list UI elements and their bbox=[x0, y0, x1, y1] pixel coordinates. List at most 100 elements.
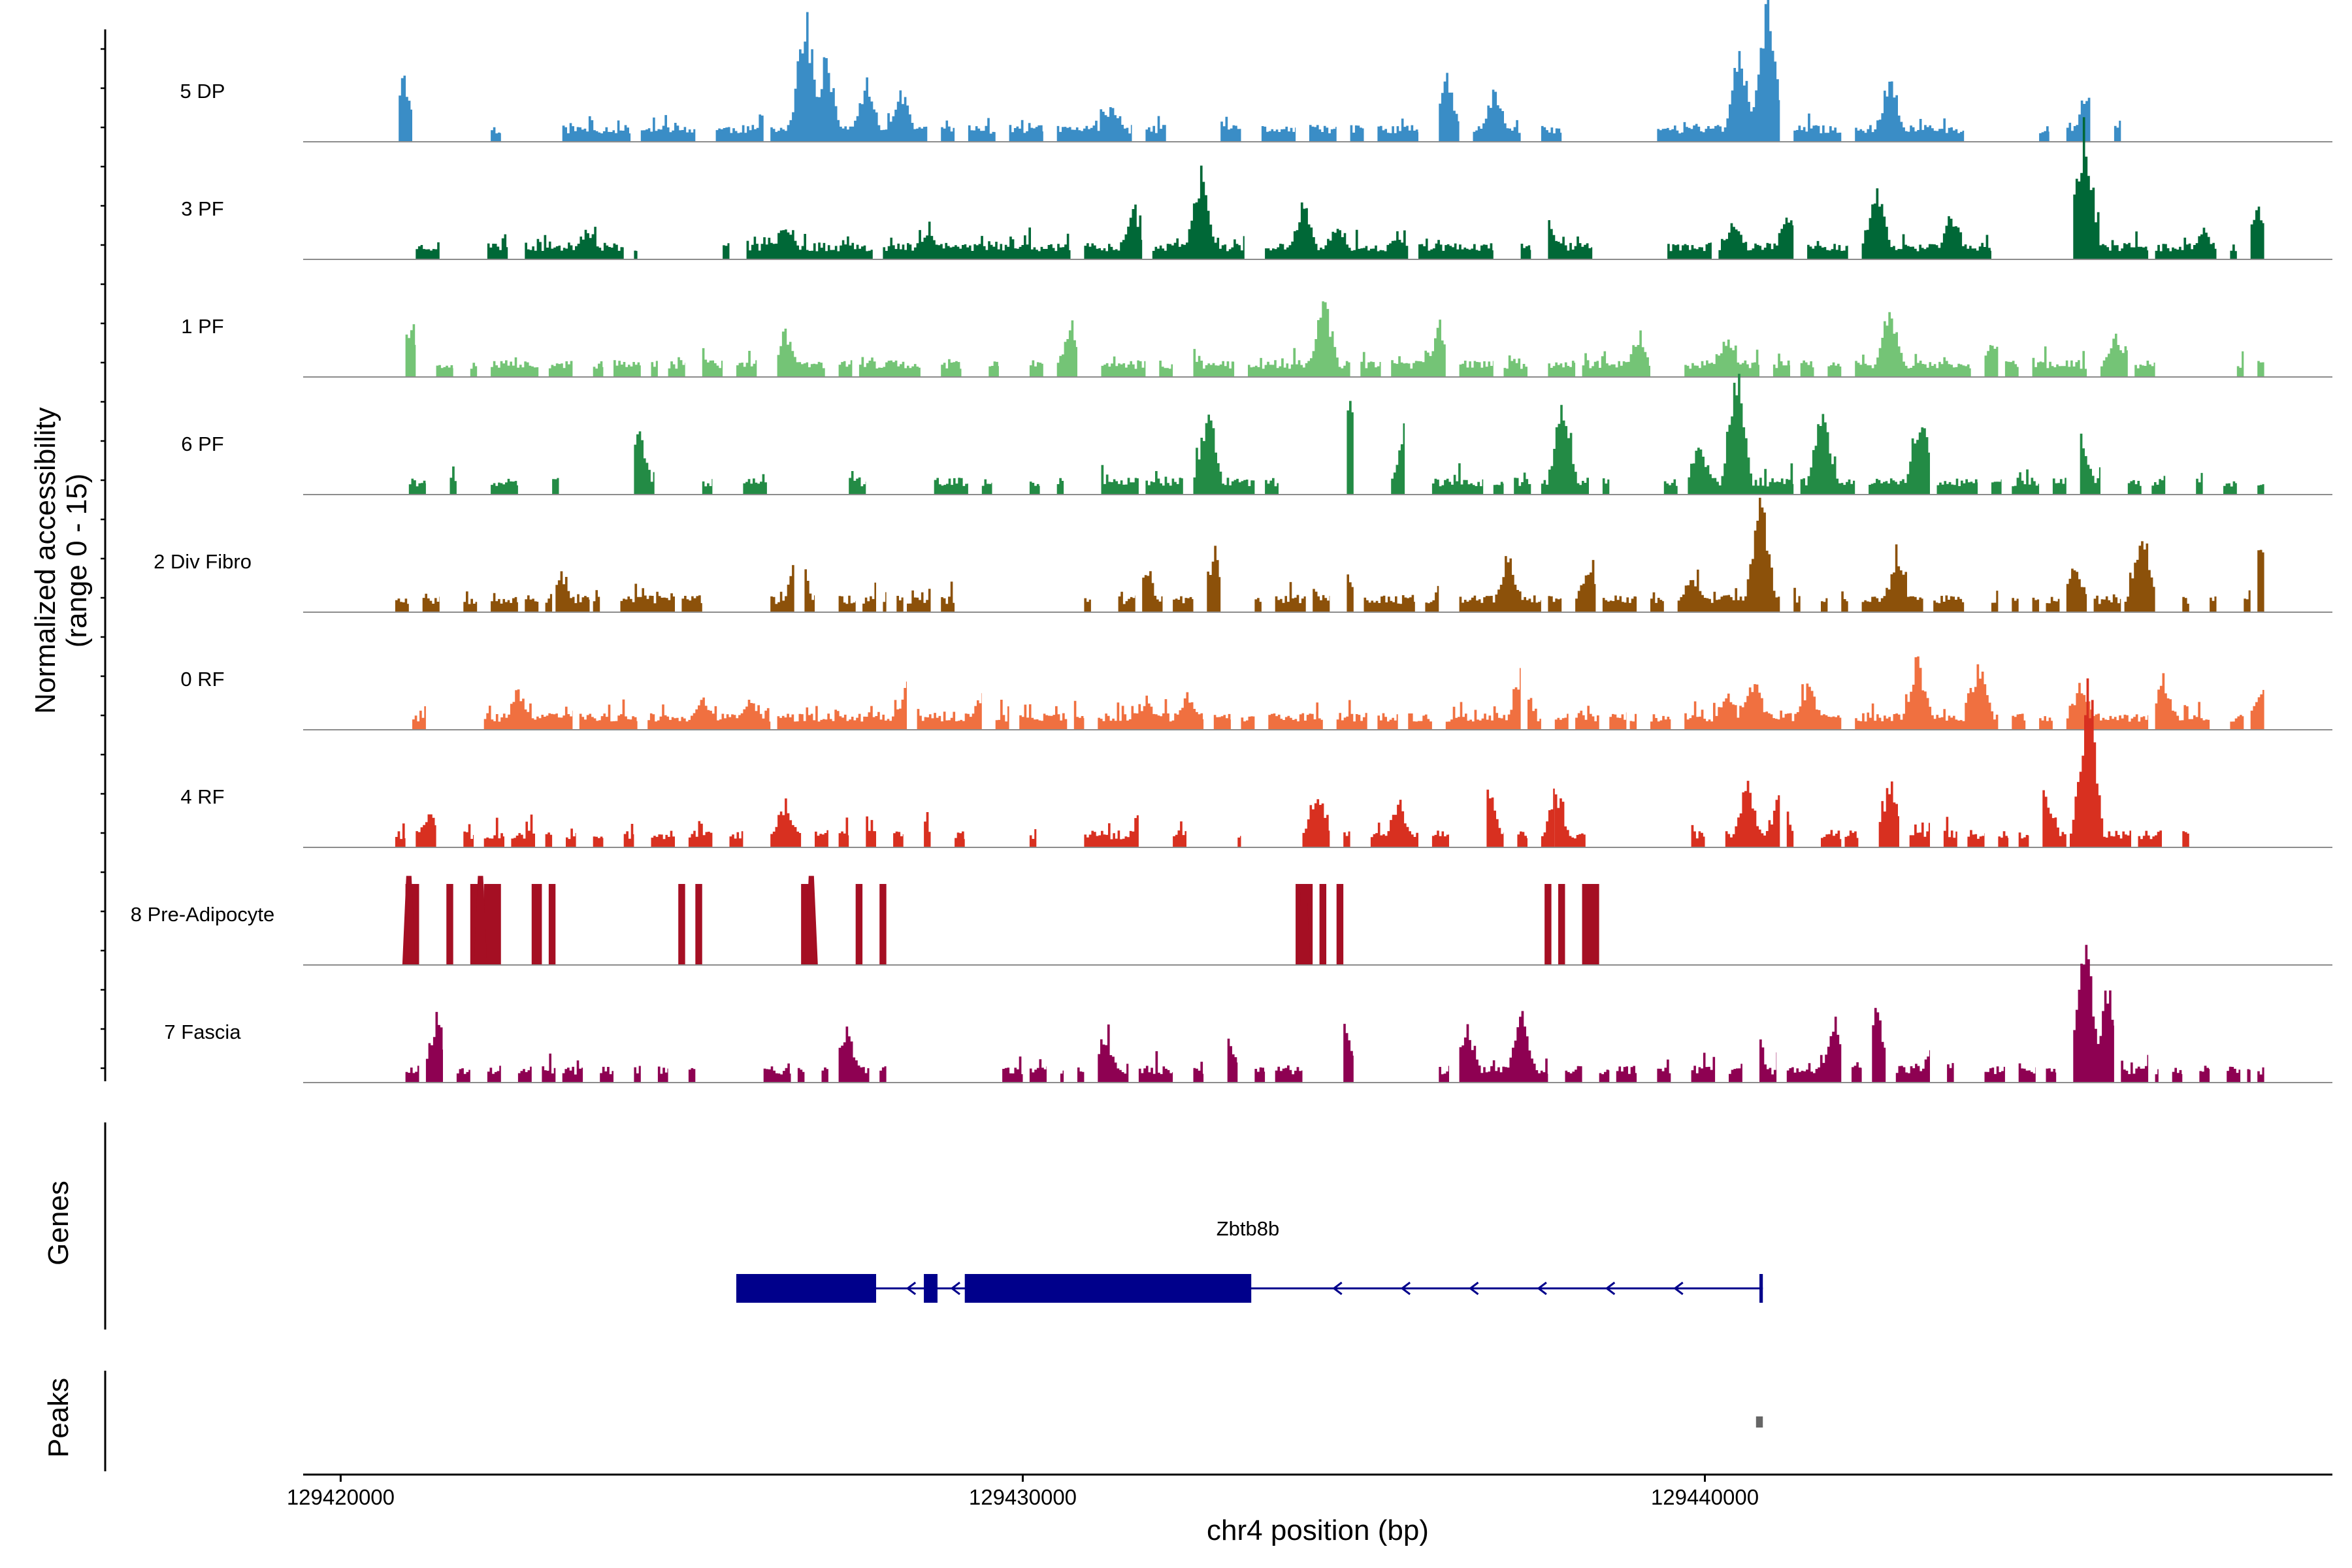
coverage-region bbox=[1575, 706, 1599, 730]
coverage-region bbox=[1684, 339, 1759, 377]
coverage-block bbox=[1319, 884, 1327, 965]
coverage-region bbox=[1718, 218, 1794, 259]
coverage-region bbox=[2127, 480, 2142, 495]
coverage-region bbox=[416, 814, 436, 847]
gene-exon bbox=[964, 1274, 1252, 1303]
coverage-region bbox=[1527, 698, 1541, 730]
coverage-region bbox=[634, 431, 655, 495]
coverage-region bbox=[1657, 1059, 1671, 1083]
coverage-region bbox=[1275, 581, 1306, 612]
track-1-pf: 1 PF bbox=[181, 301, 2332, 378]
coverage-region bbox=[1677, 497, 1780, 612]
coverage-region bbox=[1439, 1066, 1449, 1083]
coverage-region bbox=[838, 1026, 870, 1083]
coverage-region bbox=[1650, 714, 1671, 730]
coverage-region bbox=[838, 595, 856, 612]
coverage-region bbox=[1056, 320, 1077, 377]
coverage-region bbox=[2039, 126, 2050, 142]
coverage-region bbox=[405, 324, 416, 377]
coverage-region bbox=[1855, 81, 1965, 142]
coverage-region bbox=[1220, 116, 1241, 142]
coverage-region bbox=[1391, 319, 1446, 377]
coverage-region bbox=[1514, 472, 1531, 495]
coverage-region bbox=[593, 590, 600, 612]
coverage-region bbox=[1517, 831, 1527, 847]
coverage-region bbox=[2042, 790, 2066, 847]
x-axis-label: chr4 position (bp) bbox=[1207, 1514, 1429, 1546]
coverage-region bbox=[2004, 361, 2019, 377]
coverage-region bbox=[1616, 1066, 1637, 1083]
x-axis: 129420000 129430000 129440000 bbox=[287, 1473, 2332, 1509]
coverage-region bbox=[941, 581, 955, 612]
coverage-region bbox=[634, 1066, 641, 1083]
coverage-region bbox=[647, 697, 771, 730]
coverage-region bbox=[1991, 479, 2002, 495]
coverage-region bbox=[702, 348, 723, 377]
track-label: 3 PF bbox=[181, 197, 223, 220]
coverage-region bbox=[1998, 831, 2009, 847]
x-tick-label: 129440000 bbox=[1651, 1485, 1759, 1509]
coverage-region bbox=[1663, 479, 1678, 495]
coverage-region bbox=[1609, 712, 1627, 730]
coverage-region bbox=[657, 1066, 668, 1083]
coverage-region bbox=[2073, 117, 2149, 259]
coverage-region bbox=[1855, 312, 1971, 377]
coverage-region bbox=[2250, 206, 2264, 259]
coverage-region bbox=[1786, 811, 1794, 847]
coverage-region bbox=[1138, 1051, 1173, 1083]
coverage-region bbox=[1336, 700, 1367, 730]
coverage-region bbox=[1684, 683, 1842, 730]
coverage-region bbox=[1582, 330, 1650, 377]
coverage-region bbox=[491, 357, 539, 377]
coverage-region bbox=[1991, 346, 1999, 377]
coverage-region bbox=[1101, 465, 1139, 495]
coverage-region bbox=[1193, 414, 1255, 495]
coverage-region bbox=[408, 478, 426, 495]
coverage-region bbox=[1565, 1066, 1582, 1083]
track-4-rf: 4 RF bbox=[180, 678, 2332, 848]
coverage-region bbox=[2121, 1054, 2149, 1083]
coverage-region bbox=[640, 115, 696, 142]
coverage-region bbox=[1541, 125, 1562, 142]
strand-arrow bbox=[1537, 1281, 1547, 1296]
coverage-region bbox=[815, 830, 828, 847]
coverage-region bbox=[436, 365, 453, 377]
coverage-region bbox=[593, 361, 604, 377]
coverage-region bbox=[1909, 823, 1930, 847]
track-label: 8 Pre-Adipocyte bbox=[131, 903, 275, 926]
coverage-region bbox=[2230, 715, 2244, 730]
strand-arrow bbox=[950, 1281, 960, 1296]
coverage-region bbox=[1347, 400, 1354, 495]
coverage-region bbox=[1852, 1062, 1862, 1083]
coverage-spike bbox=[402, 875, 416, 965]
coverage-region bbox=[2257, 1067, 2264, 1083]
coverage-region bbox=[1248, 301, 1350, 377]
coverage-block bbox=[483, 884, 501, 965]
coverage-region bbox=[2134, 361, 2155, 377]
coverage-region bbox=[1861, 188, 1991, 259]
gene-exon bbox=[924, 1274, 938, 1303]
coverage-region bbox=[1599, 1070, 1610, 1083]
coverage-region bbox=[1313, 589, 1330, 612]
coverage-region bbox=[797, 1068, 805, 1083]
track-label: 7 Fascia bbox=[164, 1021, 241, 1043]
coverage-region bbox=[405, 1066, 419, 1083]
coverage-region bbox=[1602, 478, 1610, 495]
coverage-region bbox=[723, 243, 730, 259]
coverage-region bbox=[821, 1067, 828, 1083]
track-label: 1 PF bbox=[181, 315, 223, 338]
coverage-region bbox=[715, 114, 764, 142]
coverage-region bbox=[2257, 549, 2264, 612]
coverage-region bbox=[770, 12, 928, 142]
coverage-region bbox=[1793, 587, 1801, 612]
coverage-region bbox=[2151, 476, 2166, 495]
coverage-region bbox=[1473, 90, 1521, 142]
coverage-region bbox=[1984, 1066, 2005, 1083]
coverage-region bbox=[2100, 333, 2128, 377]
coverage-region bbox=[1418, 238, 1494, 259]
peaks-track-label: Peaks bbox=[42, 1378, 74, 1458]
strand-arrow bbox=[1469, 1281, 1479, 1296]
coverage-block bbox=[879, 884, 887, 965]
track-3-pf: 3 PF bbox=[181, 117, 2332, 260]
coverage-region bbox=[1173, 596, 1194, 612]
